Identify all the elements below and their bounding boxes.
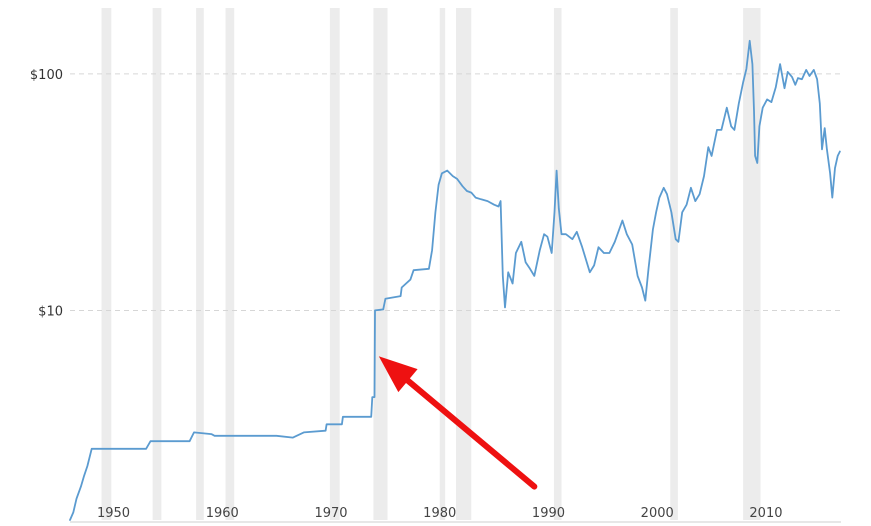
x-tick-label: 1970 <box>314 506 347 521</box>
recession-band <box>329 8 340 520</box>
recession-band <box>456 8 472 520</box>
recession-band <box>152 8 162 520</box>
recession-bands <box>101 8 761 520</box>
y-tick-label: $10 <box>38 304 63 319</box>
annotations <box>378 356 538 490</box>
recession-band <box>553 8 562 520</box>
x-tick-label: 2000 <box>641 506 674 521</box>
gridlines <box>70 73 841 311</box>
recession-band <box>439 8 446 520</box>
x-tick-label: 2010 <box>749 506 782 521</box>
x-tick-label: 1950 <box>97 506 130 521</box>
arrow-head <box>378 356 418 393</box>
recession-band <box>743 8 761 520</box>
y-axis-labels: $10 $100 <box>30 68 63 320</box>
x-tick-label: 1990 <box>532 506 565 521</box>
y-tick-label: $100 <box>30 68 63 83</box>
recession-band <box>373 8 388 520</box>
series-line <box>69 39 841 521</box>
arrow-shaft <box>403 376 538 490</box>
recession-band <box>196 8 204 520</box>
recession-band <box>225 8 235 520</box>
recession-band <box>101 8 112 520</box>
x-tick-label: 1960 <box>206 506 239 521</box>
recession-band <box>670 8 678 520</box>
x-tick-label: 1980 <box>423 506 456 521</box>
price-series <box>69 39 841 521</box>
x-axis-labels: 1950 1960 1970 1980 1990 2000 2010 <box>97 506 783 521</box>
